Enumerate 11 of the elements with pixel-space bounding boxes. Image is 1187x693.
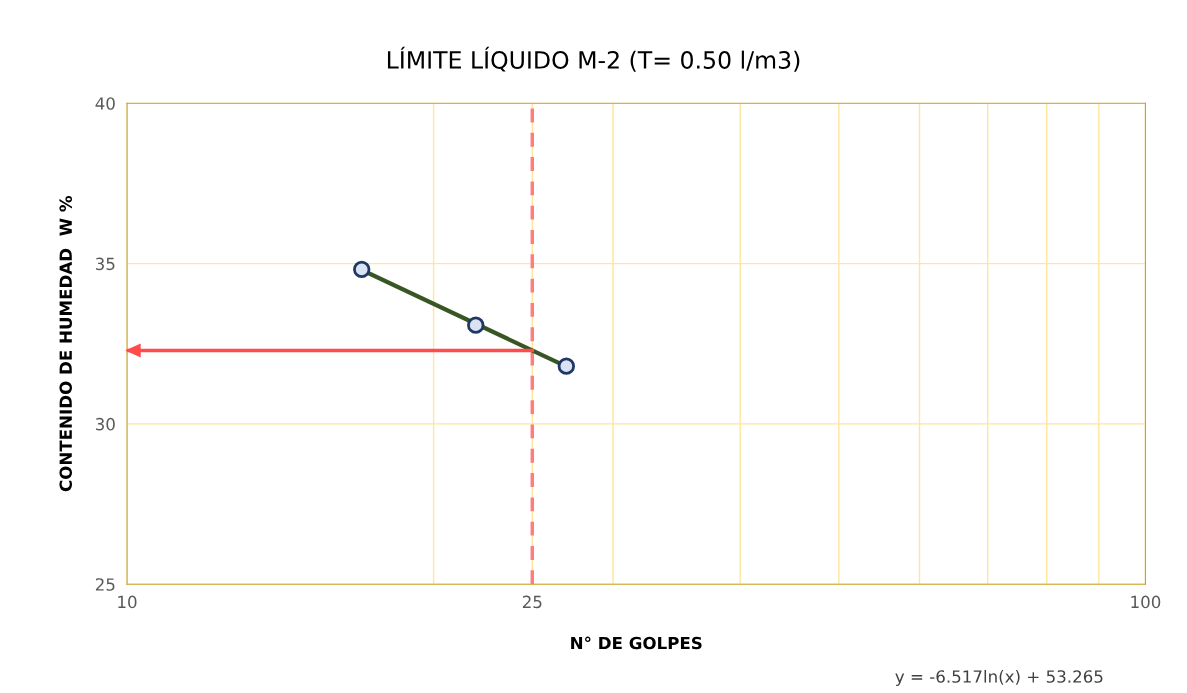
x-tick-label: 25 — [522, 595, 542, 609]
x-tick-label: 100 — [1131, 595, 1161, 609]
y-tick-label: 30 — [95, 417, 115, 431]
chart-title: LÍMITE LÍQUIDO M-2 (T= 0.50 l/m3) — [387, 46, 800, 72]
x-tick-label: 10 — [118, 595, 137, 609]
y-axis-title: CONTENIDO DE HUMEDAD W % — [59, 195, 73, 492]
y-tick-label: 25 — [95, 578, 115, 591]
text: y = -6.517ln(x) + 53.265 — [895, 669, 1103, 687]
y-tick-label: 35 — [95, 257, 115, 271]
y-tick-label: 40 — [95, 97, 115, 110]
x-axis-title: N° DE GOLPES — [571, 636, 702, 650]
